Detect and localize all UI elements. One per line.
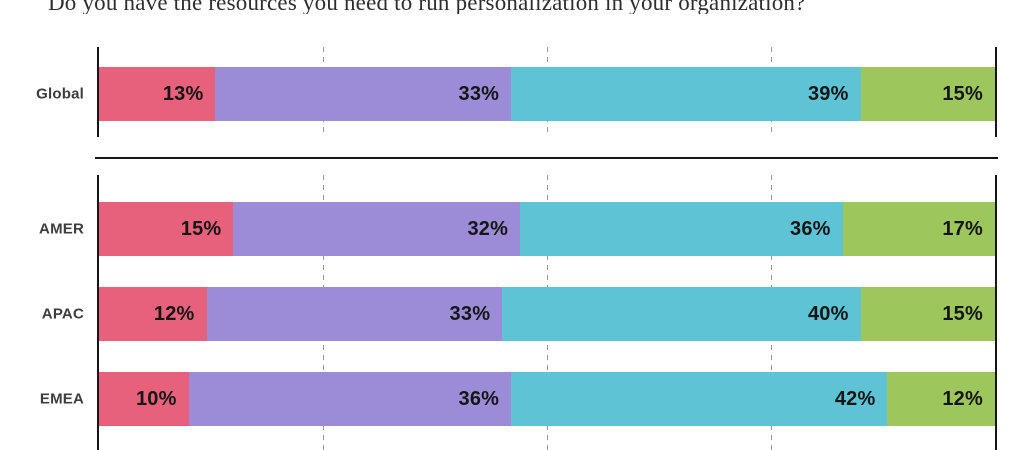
segment-value-label: 40% — [807, 302, 849, 325]
segment-value-label: 15% — [180, 217, 222, 240]
bar-segment-pink: 10% — [99, 372, 189, 426]
bar-segment-green: 17% — [842, 202, 995, 256]
chart-title: Do you have the resources you need to ru… — [0, 0, 1024, 14]
segment-value-label: 17% — [942, 217, 983, 240]
bar-segment-pink: 12% — [99, 287, 207, 341]
category-label: Global — [36, 85, 84, 103]
bar-segment-green: 15% — [860, 67, 995, 121]
segment-value-label: 13% — [162, 82, 204, 105]
segment-value-label: 32% — [467, 217, 509, 240]
segment-value-label: 33% — [458, 82, 500, 105]
bar-segment-purple: 33% — [206, 287, 503, 341]
bar-row-amer: AMER 15% 32% 36% 17% — [39, 202, 995, 256]
segment-value-label: 33% — [449, 302, 491, 325]
bar-segment-teal: 42% — [511, 372, 888, 426]
bar-segment-teal: 39% — [511, 67, 861, 121]
category-label: AMER — [39, 220, 84, 238]
bar-segment-purple: 32% — [233, 202, 521, 256]
bar-segment-purple: 33% — [215, 67, 512, 121]
bar-segment-pink: 13% — [99, 67, 216, 121]
segment-value-label: 39% — [807, 82, 849, 105]
bar-row-apac: APAC 12% 33% 40% 15% — [42, 287, 995, 341]
bar-segment-teal: 36% — [520, 202, 843, 256]
segment-value-label: 15% — [942, 82, 983, 105]
segment-value-label: 36% — [790, 217, 831, 240]
bar-segment-teal: 40% — [502, 287, 861, 341]
category-label: EMEA — [39, 390, 84, 408]
bar-segment-purple: 36% — [188, 372, 512, 426]
segment-value-label: 12% — [153, 302, 195, 325]
category-label: APAC — [41, 305, 84, 323]
segment-value-label: 15% — [942, 302, 983, 325]
global-chart: Global 13% 33% 39% 15% — [36, 47, 997, 137]
segment-value-label: 36% — [458, 387, 500, 410]
bar-segment-green: 15% — [860, 287, 995, 341]
bar-segment-green: 12% — [887, 372, 995, 426]
bar-segment-pink: 15% — [99, 202, 234, 256]
bar-row-emea: EMEA 10% 36% 42% 12% — [40, 372, 995, 426]
regional-chart: AMER 15% 32% 36% 17% APAC 12% 33% 40% 15% EMEA 10% 3… — [39, 175, 997, 450]
segment-value-label: 42% — [834, 387, 876, 410]
segment-value-label: 12% — [942, 387, 983, 410]
bar-row-global: Global 13% 33% 39% 15% — [36, 67, 995, 121]
chart-separator — [95, 157, 998, 159]
chart-title-text: Do you have the resources you need to ru… — [48, 0, 806, 14]
segment-value-label: 10% — [135, 387, 177, 410]
